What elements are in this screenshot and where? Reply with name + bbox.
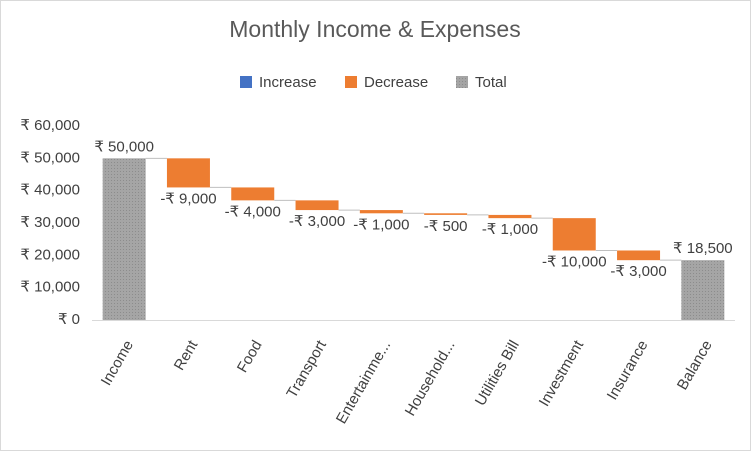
data-label: -₹ 10,000 xyxy=(542,253,607,270)
chart-title: Monthly Income & Expenses xyxy=(229,16,520,42)
data-label: -₹ 1,000 xyxy=(353,216,409,233)
bar xyxy=(295,200,339,211)
bar xyxy=(102,158,146,320)
y-tick-label: ₹ 60,000 xyxy=(20,117,80,134)
bar xyxy=(552,218,596,251)
legend-swatch xyxy=(456,76,468,88)
data-label: ₹ 18,500 xyxy=(673,240,733,257)
bar xyxy=(166,158,210,188)
y-tick-label: ₹ 0 xyxy=(58,311,80,328)
bar xyxy=(617,250,661,261)
data-label: -₹ 9,000 xyxy=(160,190,216,207)
data-label: -₹ 500 xyxy=(424,218,468,235)
legend-swatch xyxy=(240,76,252,88)
legend-label: Total xyxy=(475,74,507,91)
legend-swatch xyxy=(345,76,357,88)
bar xyxy=(488,214,532,219)
y-tick-label: ₹ 10,000 xyxy=(20,279,80,296)
y-tick-label: ₹ 40,000 xyxy=(20,182,80,199)
data-label: ₹ 50,000 xyxy=(94,138,154,155)
legend-label: Increase xyxy=(259,74,317,91)
bar xyxy=(231,187,275,201)
y-tick-label: ₹ 50,000 xyxy=(20,149,80,166)
data-label: -₹ 3,000 xyxy=(610,263,666,280)
bar xyxy=(359,210,403,214)
bar xyxy=(424,213,468,215)
y-tick-label: ₹ 20,000 xyxy=(20,246,80,263)
data-label: -₹ 3,000 xyxy=(289,213,345,230)
legend-label: Decrease xyxy=(364,74,428,91)
bar xyxy=(681,260,725,320)
data-label: -₹ 4,000 xyxy=(225,203,281,220)
data-label: -₹ 1,000 xyxy=(482,221,538,238)
y-tick-label: ₹ 30,000 xyxy=(20,214,80,231)
